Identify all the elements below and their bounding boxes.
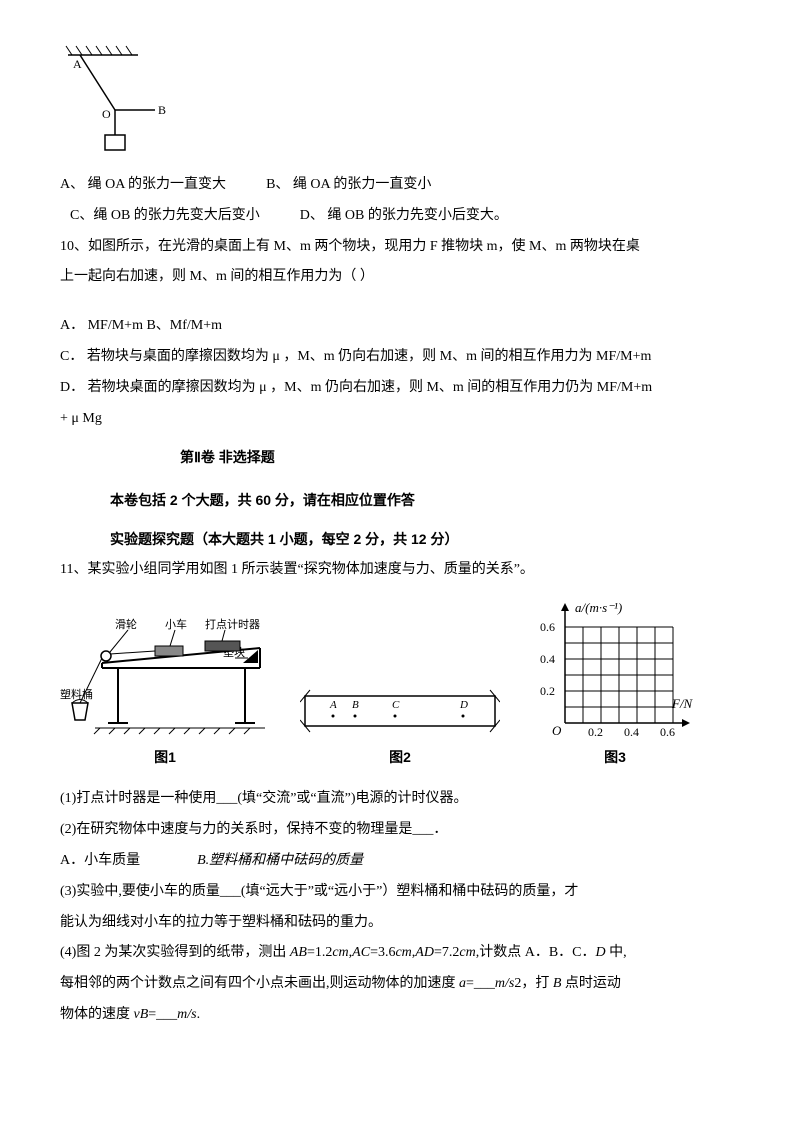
svg-text:D: D [459, 699, 468, 711]
q11-p2-opts: A．小车质量 B.塑料桶和桶中砝码的质量 [60, 846, 720, 877]
q11-stem: 11、某实验小组同学用如图 1 所示装置“探究物体加速度与力、质量的关系”。 [60, 555, 720, 586]
q9-optA: A、 绳 OA 的张力一直变大 [60, 170, 226, 201]
svg-text:B: B [352, 699, 359, 711]
q9-row1: A、 绳 OA 的张力一直变大 B、 绳 OA 的张力一直变小 [60, 170, 720, 201]
q9-row2: C、绳 OB 的张力先变大后变小 D、 绳 OB 的张力先变小后变大。 [70, 201, 720, 232]
q11-p3a: (3)实验中,要使小车的质量___(填“远大于”或“远小于”）塑料桶和桶中砝码的… [60, 877, 720, 908]
svg-text:0.2: 0.2 [540, 684, 555, 698]
q11-p4c: 物体的速度 vB=___m/s. [60, 1000, 720, 1031]
q11-p1: (1)打点计时器是一种使用___(填“交流”或“直流”)电源的计时仪器。 [60, 784, 720, 815]
q10-optD2: + μ Mg [60, 404, 720, 435]
q10-optA: A． MF/M+m B、Mf/M+m [60, 311, 720, 342]
q11-p3b: 能认为细线对小车的拉力等于塑料桶和砝码的重力。 [60, 908, 720, 939]
svg-text:小车: 小车 [165, 617, 187, 631]
section2-sub: 本卷包括 2 个大题，共 60 分，请在相应位置作答 [110, 485, 720, 516]
svg-text:C: C [392, 699, 400, 711]
svg-text:a/(m·s⁻¹): a/(m·s⁻¹) [575, 600, 622, 615]
fig3-block: a/(m·s⁻¹) F/N 0.6 0.4 0.2 [530, 598, 700, 773]
q9-optD: D、 绳 OB 的张力先变小后变大。 [300, 201, 508, 232]
q11-p2-optA: A．小车质量 [60, 853, 140, 868]
fig1-block: 滑轮 小车 打点计时器 垫块 塑料桶 [60, 608, 270, 773]
fig1-label: 图1 [60, 742, 270, 773]
fig3-label: 图3 [530, 742, 700, 773]
q10-optD: D． 若物块桌面的摩擦因数均为 μ ，M、m 仍向右加速，则 M、m 间的相互作… [60, 373, 720, 404]
fig3-svg: a/(m·s⁻¹) F/N 0.6 0.4 0.2 [530, 598, 700, 738]
label-A: A [73, 57, 82, 71]
section2-sub2: 实验题探究题（本大题共 1 小题，每空 2 分，共 12 分） [110, 524, 720, 555]
svg-text:F/N: F/N [671, 696, 694, 711]
q10-stem1: 10、如图所示，在光滑的桌面上有 M、m 两个物块，现用力 F 推物块 m，使 … [60, 232, 720, 263]
q11-p4a: (4)图 2 为某次实验得到的纸带，测出 AB=1.2cm,AC=3.6cm,A… [60, 938, 720, 969]
q9-optB: B、 绳 OA 的张力一直变小 [266, 170, 431, 201]
svg-text:打点计时器: 打点计时器 [205, 617, 260, 631]
svg-text:0.6: 0.6 [660, 725, 675, 738]
svg-text:0.6: 0.6 [540, 620, 555, 634]
q9-optC: C、绳 OB 的张力先变大后变小 [70, 201, 260, 232]
svg-text:0.4: 0.4 [540, 652, 555, 666]
svg-text:A: A [329, 699, 337, 711]
svg-text:塑料桶: 塑料桶 [60, 687, 93, 701]
q10-optC: C． 若物块与桌面的摩擦因数均为 μ ，M、m 仍向右加速，则 M、m 间的相互… [60, 342, 720, 373]
q9-diagram: A O B [60, 40, 720, 160]
label-B: B [158, 103, 166, 117]
fig2-block: A B C D 图2 [300, 688, 500, 773]
q11-p2-optB: B.塑料桶和桶中砝码的质量 [197, 853, 363, 868]
q11-figures: 滑轮 小车 打点计时器 垫块 塑料桶 [60, 598, 720, 773]
svg-text:O: O [552, 723, 562, 738]
label-O: O [102, 107, 111, 121]
fig2-svg: A B C D [300, 688, 500, 738]
fig2-label: 图2 [300, 742, 500, 773]
fig1-svg: 滑轮 小车 打点计时器 垫块 塑料桶 [60, 608, 270, 738]
q11-p2: (2)在研究物体中速度与力的关系时，保持不变的物理量是___． [60, 815, 720, 846]
svg-text:0.4: 0.4 [624, 725, 639, 738]
svg-text:0.2: 0.2 [588, 725, 603, 738]
q11-p4b: 每相邻的两个计数点之间有四个小点未画出,则运动物体的加速度 a=___m/s2，… [60, 969, 720, 1000]
svg-text:滑轮: 滑轮 [115, 617, 137, 631]
section2-title: 第Ⅱ卷 非选择题 [180, 442, 720, 473]
rope-diagram-svg: A O B [60, 40, 180, 160]
q10-stem2: 上一起向右加速，则 M、m 间的相互作用力为（ ） [60, 262, 720, 293]
